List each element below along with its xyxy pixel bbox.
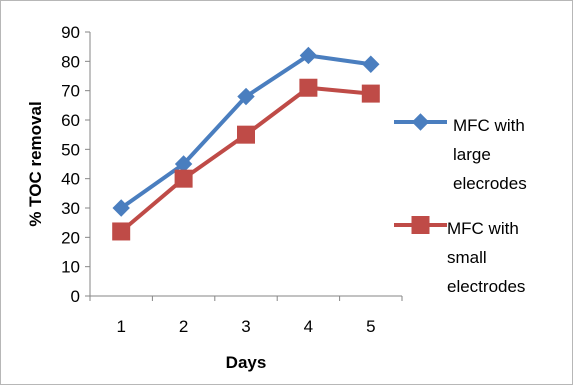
legend-label: large <box>453 145 491 164</box>
series-line <box>119 85 371 233</box>
y-tick-label: 30 <box>61 199 80 218</box>
legend-label: MFC with <box>447 219 519 238</box>
y-axis-title: % TOC removal <box>26 101 45 226</box>
x-axis-title: Days <box>226 353 267 372</box>
x-tick-label: 2 <box>179 317 188 336</box>
data-point-diamond <box>112 199 130 217</box>
y-tick-label: 40 <box>61 170 80 189</box>
x-tick-label: 4 <box>304 317 313 336</box>
legend-label: MFC with <box>453 116 525 135</box>
data-point-square <box>361 84 380 103</box>
y-tick-label: 50 <box>61 140 80 159</box>
x-tick-label: 1 <box>116 317 125 336</box>
legend-entry-2: MFC with small electrodes <box>394 216 525 296</box>
legend-label: elecrodes <box>453 174 527 193</box>
series-1 <box>112 46 380 217</box>
data-point-diamond <box>299 46 318 65</box>
y-tick-label: 80 <box>61 52 80 71</box>
legend: MFC with large elecrodes MFC with small elect… <box>394 113 527 296</box>
data-point-square <box>112 222 131 241</box>
x-tick-label: 3 <box>241 317 250 336</box>
y-tick-label: 20 <box>61 228 80 247</box>
axes: 0 10 20 30 40 50 60 70 80 90 1 2 3 4 5 <box>61 23 403 336</box>
data-point-diamond <box>362 55 380 73</box>
legend-entry-1: MFC with large elecrodes <box>394 113 527 193</box>
legend-label: electrodes <box>447 277 525 296</box>
x-tick-label: 5 <box>366 317 375 336</box>
y-tick-label: 10 <box>61 258 80 277</box>
data-point-square <box>237 125 255 144</box>
data-point-square <box>174 169 193 188</box>
y-tick-label: 90 <box>61 23 80 42</box>
series-group <box>112 46 380 241</box>
legend-label: small <box>447 248 487 267</box>
y-tick-label: 70 <box>61 82 80 101</box>
series-2 <box>112 78 380 241</box>
data-point-square <box>299 78 318 97</box>
y-tick-label: 0 <box>71 287 80 306</box>
data-point-square <box>411 216 430 234</box>
data-point-diamond <box>411 113 430 131</box>
y-tick-label: 60 <box>61 111 80 130</box>
labels: Days % TOC removal <box>26 101 266 372</box>
data-point-diamond <box>237 87 255 106</box>
